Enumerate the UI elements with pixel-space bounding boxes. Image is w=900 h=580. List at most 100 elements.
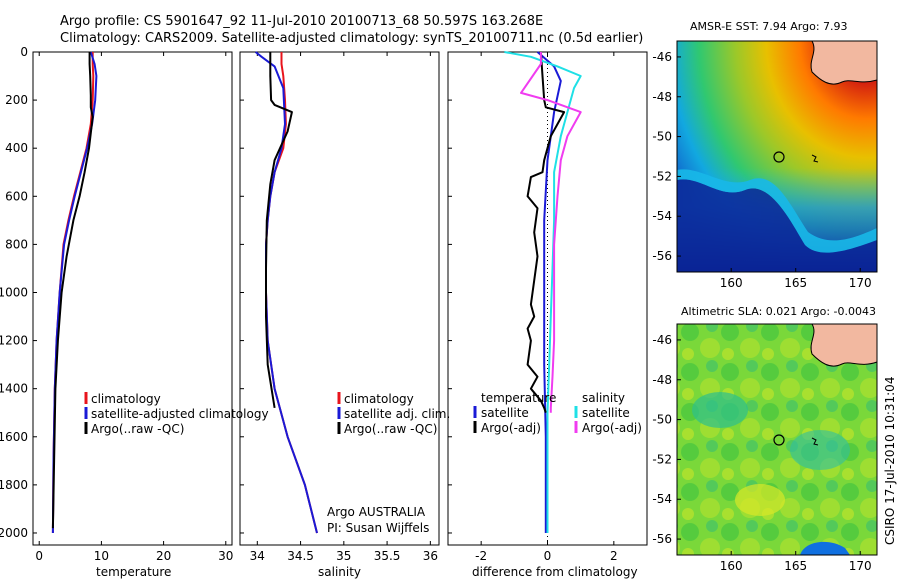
salinity-axes-box [239, 51, 440, 546]
lon-tick-label: 165 [784, 276, 807, 290]
lon-tick-label: 160 [720, 276, 743, 290]
legend-label-temp-argo: Argo(-adj) [481, 421, 541, 435]
difference-lines [504, 51, 582, 545]
sla-high-eddy [735, 484, 785, 516]
legend-label-climatology: climatology [91, 392, 161, 406]
legend-label-climatology: climatology [344, 392, 414, 406]
sla-lat-labels: -46 -48 -50 -52 -54 -56 [652, 333, 681, 546]
sst-map-title: AMSR-E SST: 7.94 Argo: 7.93 [690, 20, 848, 33]
legend-label-sal-argo: Argo(-adj) [582, 421, 642, 435]
series-line-temperature-argo-adj- [526, 51, 566, 414]
salinity-legend: climatology satellite adj. clim. Argo(..… [337, 392, 450, 436]
sla-map-frame [676, 323, 878, 556]
legend-label-sal-satellite: satellite [582, 406, 630, 420]
figure-title-line1: Argo profile: CS 5901647_92 11-Jul-2010 … [60, 14, 543, 29]
salinity-panel: 34 34.5 35 35.5 36 salinity climatology sate… [239, 51, 450, 579]
lon-tick-label: 170 [849, 276, 872, 290]
depth-tick-labels: 0 200 400 600 800 1000 1200 1400 1600 1800 2000 [0, 45, 37, 540]
x-tick-label: 34.5 [287, 549, 314, 563]
salinity-xlabel: salinity [318, 565, 361, 579]
x-tick-label: -2 [475, 549, 487, 563]
series-line-satellite-adj-clim- [254, 51, 318, 534]
difference-legend-temperature: temperature satellite Argo(-adj) [473, 391, 556, 435]
lat-tick-label: -54 [652, 492, 672, 506]
sst-map: AMSR-E SST: 7.94 Argo: 7.93 -46 -48 -50 -52… [652, 20, 878, 290]
sst-island [811, 154, 819, 163]
difference-xlabel: difference from climatology [472, 565, 638, 579]
temperature-lines [51, 51, 98, 534]
x-tick-label: 36 [423, 549, 438, 563]
y-tick-label: 1400 [0, 382, 28, 396]
lat-tick-label: -52 [652, 169, 672, 183]
sla-lon-labels: 160 165 170 [720, 551, 872, 573]
difference-legend-salinity: salinity satellite Argo(-adj) [574, 391, 642, 435]
sla-negative-anomaly [800, 541, 850, 555]
series-line-argo-raw-qc- [265, 52, 293, 409]
x-tick-label: 30 [218, 549, 233, 563]
legend-label-temp-satellite: satellite [481, 406, 529, 420]
legend-label-satellite: satellite-adjusted climatology [91, 407, 269, 421]
lat-tick-label: -54 [652, 209, 672, 223]
lon-tick-label: 170 [849, 559, 872, 573]
y-tick-label: 1600 [0, 430, 28, 444]
sst-map-frame [676, 40, 878, 273]
legend-heading-temperature: temperature [481, 391, 556, 405]
legend-label-argo: Argo(..raw -QC) [344, 422, 437, 436]
sla-argo-float-marker [773, 434, 785, 446]
sla-map: Altimetric SLA: 0.021 Argo: -0.0043 -46-… [652, 305, 878, 573]
lat-tick-label: -46 [652, 333, 672, 347]
sla-low-eddy [692, 392, 748, 428]
lat-tick-label: -48 [652, 373, 672, 387]
y-tick-label: 2000 [0, 526, 28, 540]
credit-label: CSIRO 17-Jul-2010 10:31:04 [883, 377, 897, 545]
legend-heading-salinity: salinity [582, 391, 625, 405]
sla-island [811, 437, 819, 446]
lat-tick-label: -48 [652, 90, 672, 104]
x-tick-label: 20 [156, 549, 171, 563]
difference-tick-labels: -2 0 2 [448, 51, 618, 563]
x-tick-label: 0 [544, 549, 552, 563]
series-line-argo-raw-qc- [51, 52, 94, 529]
difference-panel: -2 0 2 difference from climatology tempera… [447, 51, 648, 579]
y-tick-label: 400 [5, 141, 28, 155]
series-line-salinity-argo-adj- [520, 52, 582, 413]
temperature-legend: climatology satellite-adjusted climatolo… [84, 392, 269, 436]
temperature-axes-box [32, 51, 233, 546]
lat-tick-label: -52 [652, 452, 672, 466]
argo-note-line1: Argo AUSTRALIA [327, 505, 426, 519]
sst-cold-water [677, 179, 877, 272]
argo-note-line2: PI: Susan Wijffels [327, 521, 429, 535]
lat-tick-label: -56 [652, 249, 672, 263]
temperature-xlabel: temperature [96, 565, 171, 579]
temperature-tick-labels: 0 10 20 30 [35, 52, 233, 563]
temperature-panel: 0 200 400 600 800 1000 1200 1400 1600 1800 2000 0 1… [0, 45, 269, 579]
sst-lon-labels: 160 165 170 [720, 268, 872, 290]
y-tick-label: 1200 [0, 334, 28, 348]
x-tick-label: 10 [94, 549, 109, 563]
series-line-temperature-satellite [536, 51, 562, 533]
x-tick-label: 35.5 [374, 549, 401, 563]
series-line-salinity-satellite [504, 51, 582, 533]
figure-title-line2: Climatology: CARS2009. Satellite-adjuste… [60, 31, 643, 46]
lat-tick-label: -56 [652, 532, 672, 546]
x-tick-label: 2 [610, 549, 618, 563]
x-tick-label: 34 [250, 549, 265, 563]
x-tick-label: 35 [336, 549, 351, 563]
y-tick-label: 0 [20, 45, 28, 59]
sst-lat-labels: -46 -48 -50 -52 -54 -56 [652, 50, 681, 263]
sst-front [677, 169, 877, 253]
y-tick-label: 600 [5, 189, 28, 203]
y-tick-label: 800 [5, 237, 28, 251]
x-tick-label: 0 [35, 549, 43, 563]
sla-land-new-zealand [810, 323, 878, 367]
sst-argo-float-marker [773, 151, 785, 163]
y-tick-label: 1800 [0, 478, 28, 492]
y-tick-label: 200 [5, 93, 28, 107]
series-line-climatology [265, 52, 318, 534]
y-tick-label: 1000 [0, 285, 28, 299]
salinity-lines [254, 51, 318, 534]
sla-low-eddy [790, 430, 850, 470]
lat-tick-label: -50 [652, 130, 672, 144]
